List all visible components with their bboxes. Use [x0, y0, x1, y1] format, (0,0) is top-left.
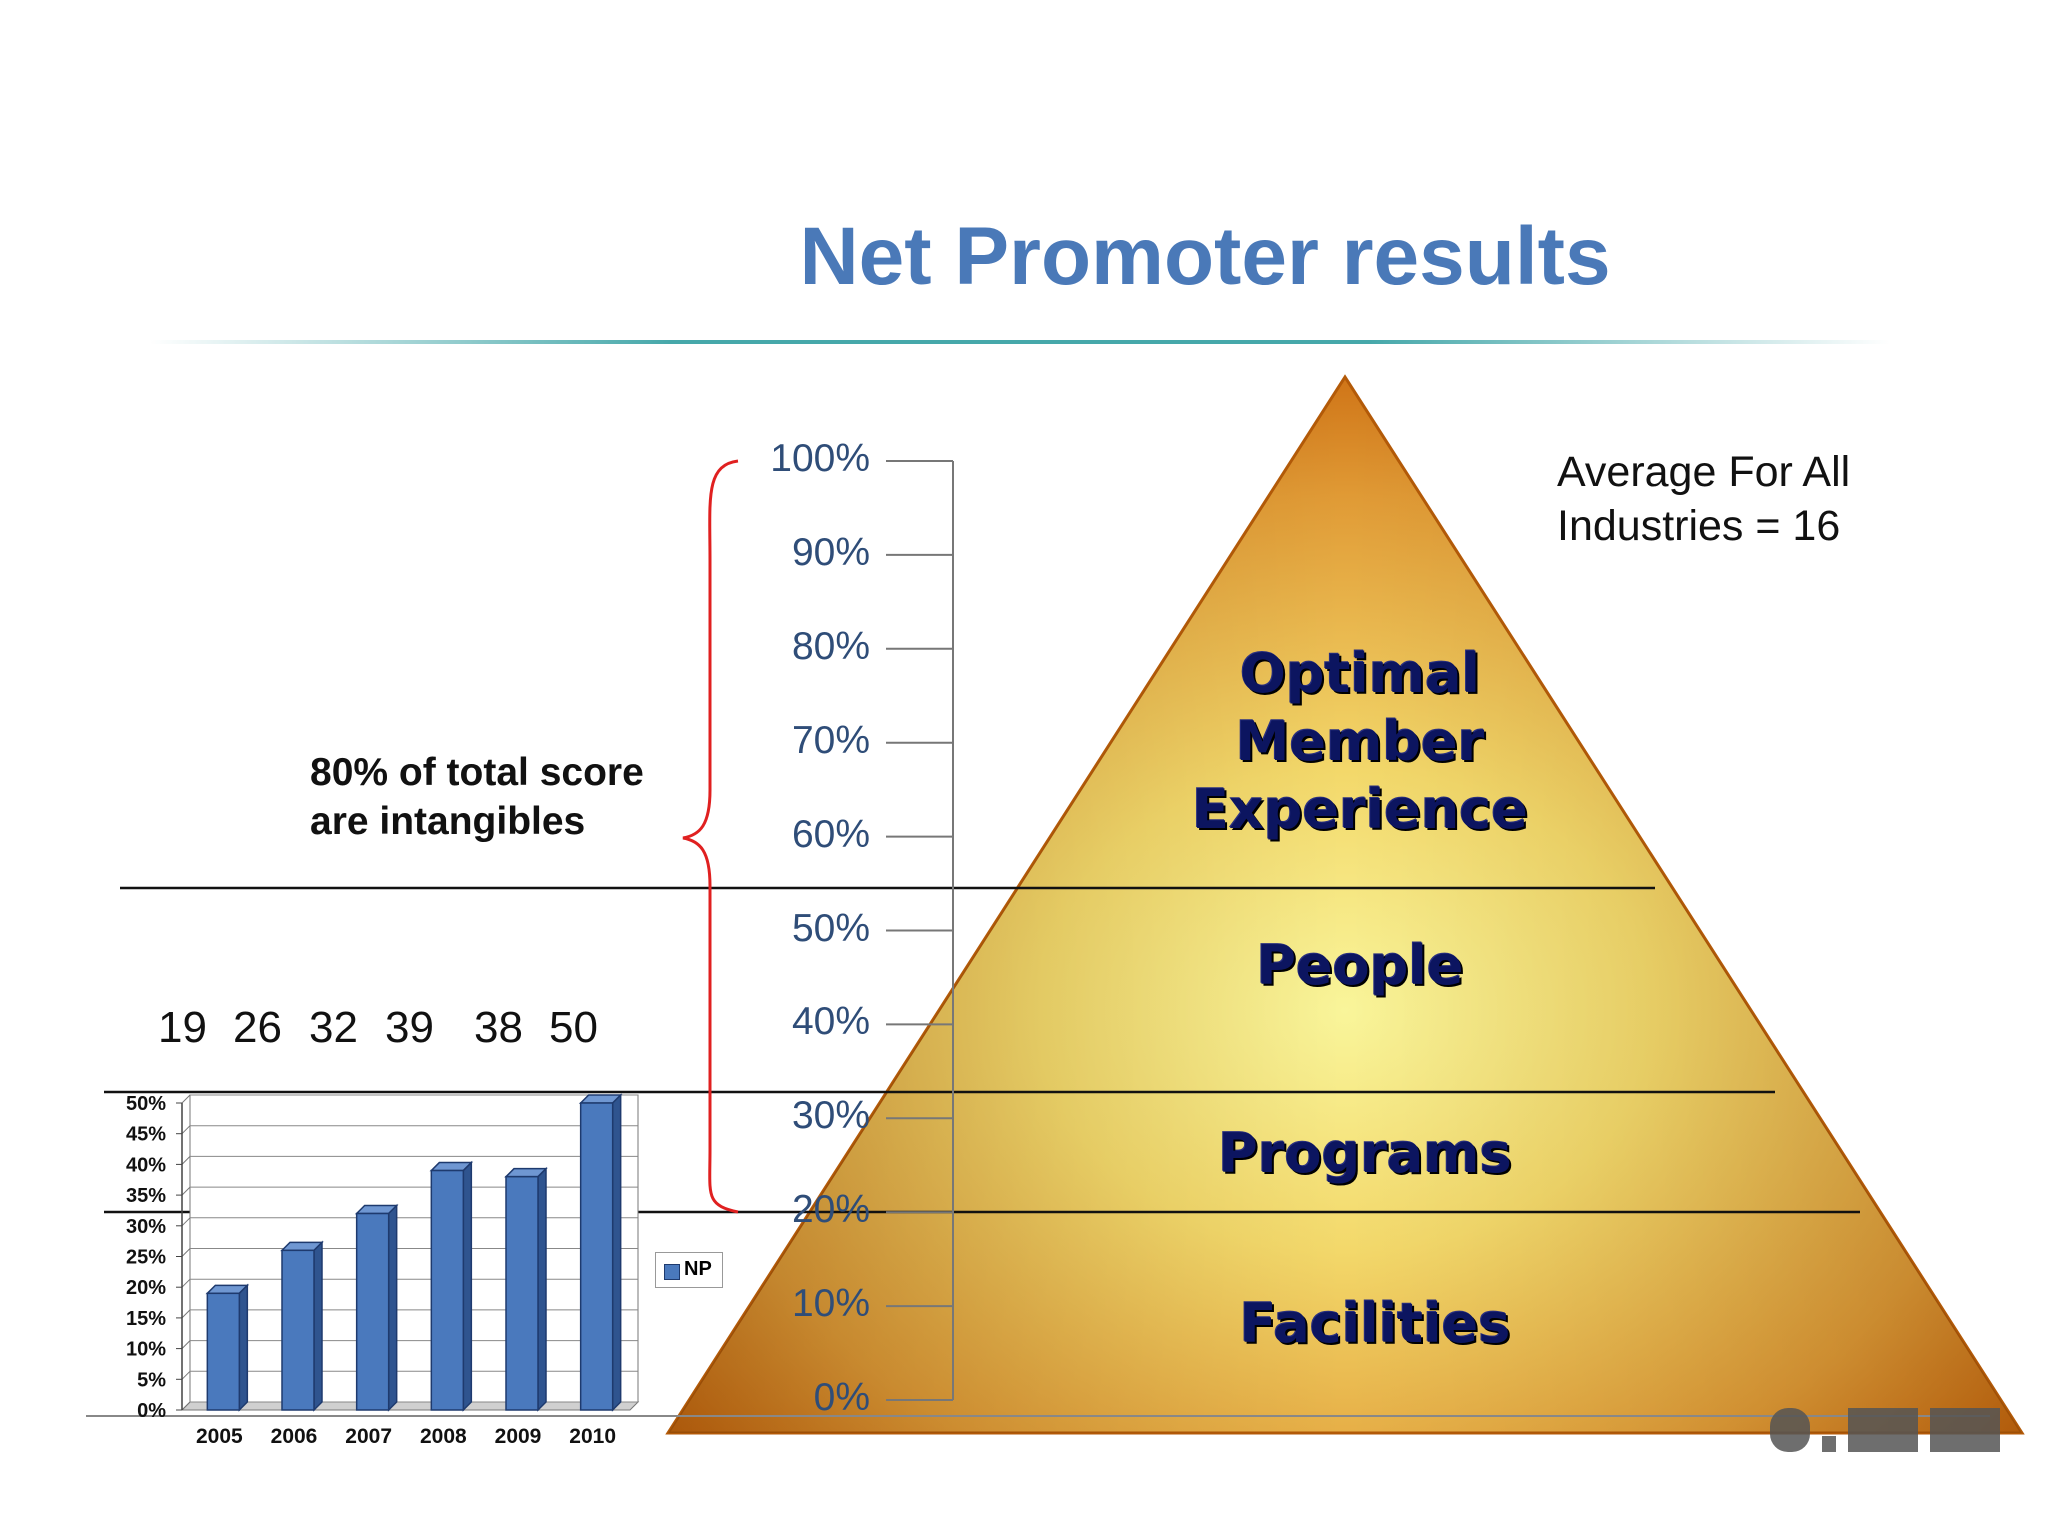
x-tick-label: 2005: [196, 1425, 243, 1448]
layer-people: People: [1160, 932, 1560, 1000]
bar-side: [537, 1166, 547, 1412]
average-line-2: Industries = 16: [1557, 502, 1841, 550]
grid-connector: [181, 1156, 191, 1165]
bar-side: [387, 1203, 398, 1412]
percentage-scale-axis: [886, 460, 954, 1401]
scale-tick-label: 100%: [770, 437, 870, 480]
note-line-1: 80% of total score: [310, 751, 644, 794]
scale-tick-label: 70%: [791, 718, 870, 762]
legend-label: NP: [684, 1258, 712, 1280]
np-value-2007: 32: [309, 1003, 358, 1052]
chart-floor: [180, 1401, 640, 1411]
layer-1-line-2: Member: [1235, 710, 1485, 773]
grid-connector: [181, 1278, 191, 1288]
y-tick-label: 0%: [137, 1400, 166, 1422]
np-value-2009: 38: [474, 1003, 523, 1052]
grid-connector: [181, 1217, 191, 1227]
y-tick-label: 5%: [137, 1369, 166, 1391]
y-tick-label: 10%: [126, 1339, 166, 1361]
grid-connector: [181, 1094, 191, 1104]
x-tick-label: 2006: [271, 1425, 318, 1448]
bar: [579, 1102, 614, 1411]
scale-tick-label: 10%: [791, 1282, 870, 1326]
bar-side: [462, 1160, 473, 1412]
scale-tick-label: 40%: [791, 1000, 870, 1044]
y-tick-label: 30%: [126, 1216, 166, 1238]
scale-tick-label: 80%: [791, 624, 870, 668]
bar: [430, 1169, 465, 1411]
bar: [355, 1212, 390, 1411]
bar: [281, 1249, 315, 1411]
industry-average-note: Average For All Industries = 16: [1557, 445, 1850, 553]
intangibles-brace: [682, 459, 739, 1214]
bar-side: [611, 1093, 622, 1412]
layer-1-line-1: Optimal: [1239, 642, 1481, 705]
layer-3-line-1: Programs: [1218, 1122, 1512, 1185]
grid-connector: [181, 1186, 191, 1196]
y-tick-label: 25%: [126, 1247, 166, 1269]
bar: [505, 1175, 539, 1411]
scale-tick-label: 50%: [791, 906, 870, 950]
np-value-2008: 39: [385, 1003, 434, 1052]
intangibles-note: 80% of total score are intangibles: [310, 748, 644, 846]
layer-4-line-1: Facilities: [1239, 1292, 1511, 1355]
logo-watermark: [1770, 1402, 2010, 1458]
title-underline: [150, 340, 1890, 344]
np-value-2010: 50: [549, 1003, 598, 1052]
layer-facilities: Facilities: [1175, 1290, 1575, 1358]
logo-shape: [1770, 1408, 2000, 1452]
bar: [206, 1292, 241, 1411]
scale-tick-label: 0%: [813, 1376, 870, 1419]
y-tick-label: 15%: [126, 1308, 166, 1330]
legend-swatch: [664, 1264, 680, 1280]
scale-tick-label: 20%: [791, 1188, 870, 1232]
chart-legend: NP: [655, 1252, 723, 1288]
x-tick-label: 2010: [569, 1425, 616, 1448]
grid-connector: [181, 1248, 191, 1257]
grid-connector: [181, 1370, 191, 1380]
slide-title: Net Promoter results: [799, 211, 1611, 302]
grid-connector: [181, 1309, 191, 1319]
average-line-1: Average For All: [1557, 448, 1851, 496]
bar-side: [313, 1240, 323, 1412]
x-tick-label: 2009: [495, 1425, 542, 1448]
scale-tick-label: 90%: [791, 530, 870, 574]
note-line-2: are intangibles: [310, 800, 586, 843]
grid-connector: [181, 1401, 191, 1411]
layer-programs: Programs: [1165, 1120, 1565, 1188]
y-tick-label: 40%: [126, 1154, 166, 1176]
pyramid-shade: [668, 377, 2022, 1433]
scale-tick-label: 30%: [791, 1094, 870, 1138]
layer-optimal-member-experience: Optimal Member Experience: [1160, 640, 1560, 844]
scale-tick-label: 60%: [791, 812, 870, 856]
grid-connector: [181, 1340, 191, 1349]
x-tick-label: 2008: [420, 1425, 467, 1448]
bar-side: [238, 1283, 249, 1412]
np-value-2006: 26: [233, 1003, 282, 1052]
y-tick-label: 20%: [126, 1277, 166, 1299]
grid-connector: [181, 1125, 191, 1135]
y-tick-label: 45%: [126, 1124, 166, 1146]
layer-2-line-1: People: [1256, 934, 1464, 997]
layer-1-line-3: Experience: [1192, 778, 1528, 841]
x-tick-label: 2007: [345, 1425, 392, 1448]
y-tick-label: 35%: [126, 1185, 166, 1207]
np-value-2005: 19: [158, 1003, 207, 1052]
y-tick-label: 50%: [126, 1093, 166, 1115]
